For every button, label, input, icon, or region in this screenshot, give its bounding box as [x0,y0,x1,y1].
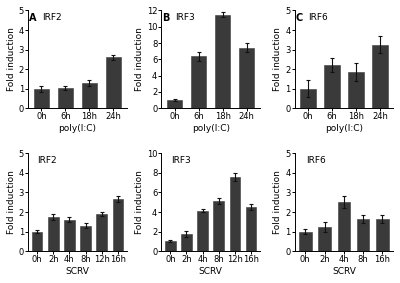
Bar [214,201,224,251]
Y-axis label: Fold induction: Fold induction [273,170,282,234]
Bar [64,220,75,251]
Text: IRF2: IRF2 [38,156,57,165]
X-axis label: SCRV: SCRV [66,267,90,276]
Bar [32,231,42,251]
Y-axis label: Fold induction: Fold induction [135,27,144,91]
Text: IRF3: IRF3 [175,13,195,22]
Text: A: A [29,13,36,23]
Bar [324,65,340,108]
Bar [167,100,182,108]
Text: IRF3: IRF3 [171,156,190,165]
Bar [106,57,121,108]
X-axis label: poly(I:C): poly(I:C) [58,124,96,133]
Bar [48,217,58,251]
Bar [82,83,97,108]
Bar [191,56,206,108]
X-axis label: SCRV: SCRV [332,267,356,276]
Text: IRF6: IRF6 [306,156,326,165]
Bar [357,219,370,251]
X-axis label: poly(I:C): poly(I:C) [325,124,363,133]
Bar [96,214,107,251]
Y-axis label: Fold induction: Fold induction [273,27,282,91]
Bar [348,72,364,108]
Bar [112,199,123,251]
Bar [239,48,254,108]
Bar [338,202,350,251]
Text: B: B [162,13,170,23]
Bar [197,211,208,251]
Bar [246,207,256,251]
Bar [165,241,176,251]
Bar [181,234,192,251]
Bar [34,89,49,108]
Bar [300,89,316,108]
Y-axis label: Fold induction: Fold induction [7,170,16,234]
Bar [299,231,312,251]
Bar [230,177,240,251]
Bar [376,219,389,251]
Bar [372,45,388,108]
Y-axis label: Fold induction: Fold induction [7,27,16,91]
Y-axis label: Fold induction: Fold induction [135,170,144,234]
X-axis label: poly(I:C): poly(I:C) [192,124,230,133]
Bar [318,227,331,251]
Bar [58,88,73,108]
X-axis label: SCRV: SCRV [199,267,222,276]
Text: IRF2: IRF2 [42,13,62,22]
Bar [80,226,91,251]
Text: IRF6: IRF6 [308,13,328,22]
Bar [215,14,230,108]
Text: C: C [295,13,303,23]
